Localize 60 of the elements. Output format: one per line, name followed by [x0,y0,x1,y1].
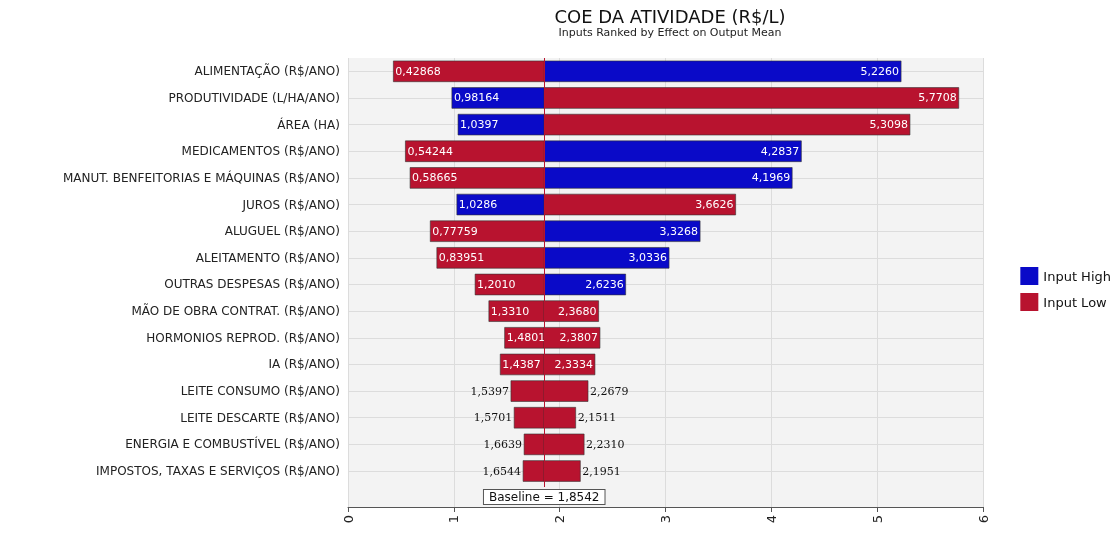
data-label: 2,1511 [577,411,617,425]
data-label: 1,3310 [490,304,530,318]
y-tick-label: IMPOSTOS, TAXAS E SERVIÇOS (R$/ANO) [96,464,340,479]
data-label: 4,1969 [751,171,791,185]
data-label: 2,1951 [582,464,621,478]
y-tick-label: PRODUTIVIDADE (L/HA/ANO) [168,90,340,105]
data-label: 0,77759 [432,224,478,238]
data-label: 0,42868 [395,64,441,78]
data-label: 1,0397 [460,118,499,132]
data-label: 1,5397 [470,384,509,398]
y-tick-label: LEITE CONSUMO (R$/ANO) [180,384,340,399]
data-label: 1,6544 [482,464,522,478]
data-label: 2,3680 [558,304,597,318]
data-label: 1,5701 [473,411,513,425]
data-label: 1,2010 [477,278,516,291]
chart-title: COE DA ATIVIDADE (R$/L) [554,5,786,27]
x-tick-label: 6 [975,515,991,524]
data-label: 1,6639 [483,437,523,451]
x-tick-label: 4 [763,515,779,524]
y-tick-label: OUTRAS DESPESAS (R$/ANO) [164,277,340,292]
x-tick-label: 3 [658,515,673,524]
legend-label: Input Low [1043,294,1108,310]
data-label: 3,6626 [695,198,734,212]
data-label: 5,7708 [918,91,957,105]
data-label: 5,3098 [869,118,908,132]
y-tick-label: JUROS (R$/ANO) [241,197,340,212]
data-label: 2,3807 [559,331,598,345]
data-label: 4,2837 [760,144,800,158]
chart-subtitle: Inputs Ranked by Effect on Output Mean [558,26,782,39]
data-label: 3,3268 [659,224,699,238]
data-label: 2,6236 [585,278,624,291]
data-label: 2,2310 [586,437,625,451]
x-tick-label: 2 [552,515,568,524]
y-tick-label: ÁREA (HA) [277,116,340,132]
y-tick-label: ALEITAMENTO (R$/ANO) [195,250,340,265]
ref-line-label: Baseline = 1,8542 [488,490,600,505]
y-tick-label: MÃO DE OBRA CONTRAT. (R$/ANO) [131,303,340,319]
y-tick-label: MANUT. BENFEITORIAS E MÁQUINAS (R$/ANO) [62,169,340,185]
data-label: 5,2260 [860,64,900,78]
y-tick-label: ENERGIA E COMBUSTÍVEL (R$/ANO) [125,436,340,452]
data-label: 0,83951 [438,251,485,265]
data-label: 0,54244 [407,144,453,158]
data-label: 1,0286 [458,198,498,212]
x-tick-label: 1 [446,515,462,524]
x-tick-label: 5 [869,515,885,524]
data-label: 3,0336 [628,251,668,265]
data-label: 1,4801 [506,331,546,345]
x-tick-label: 0 [340,515,356,524]
y-tick-label: IA (R$/ANO) [268,357,340,372]
data-label: 2,3334 [554,357,593,371]
y-tick-label: MEDICAMENTOS (R$/ANO) [181,144,340,159]
data-label: 0,58665 [412,171,458,185]
data-label: 1,4387 [502,357,541,371]
data-label: 0,98164 [453,91,500,105]
y-tick-label: ALUGUEL (R$/ANO) [224,224,340,239]
y-tick-label: ALIMENTAÇÃO (R$/ANO) [194,63,340,79]
y-tick-label: HORMONIOS REPROD. (R$/ANO) [146,330,340,345]
legend-label: Input High [1043,268,1112,284]
data-label: 2,2679 [590,384,629,398]
y-tick-label: LEITE DESCARTE (R$/ANO) [180,410,340,425]
